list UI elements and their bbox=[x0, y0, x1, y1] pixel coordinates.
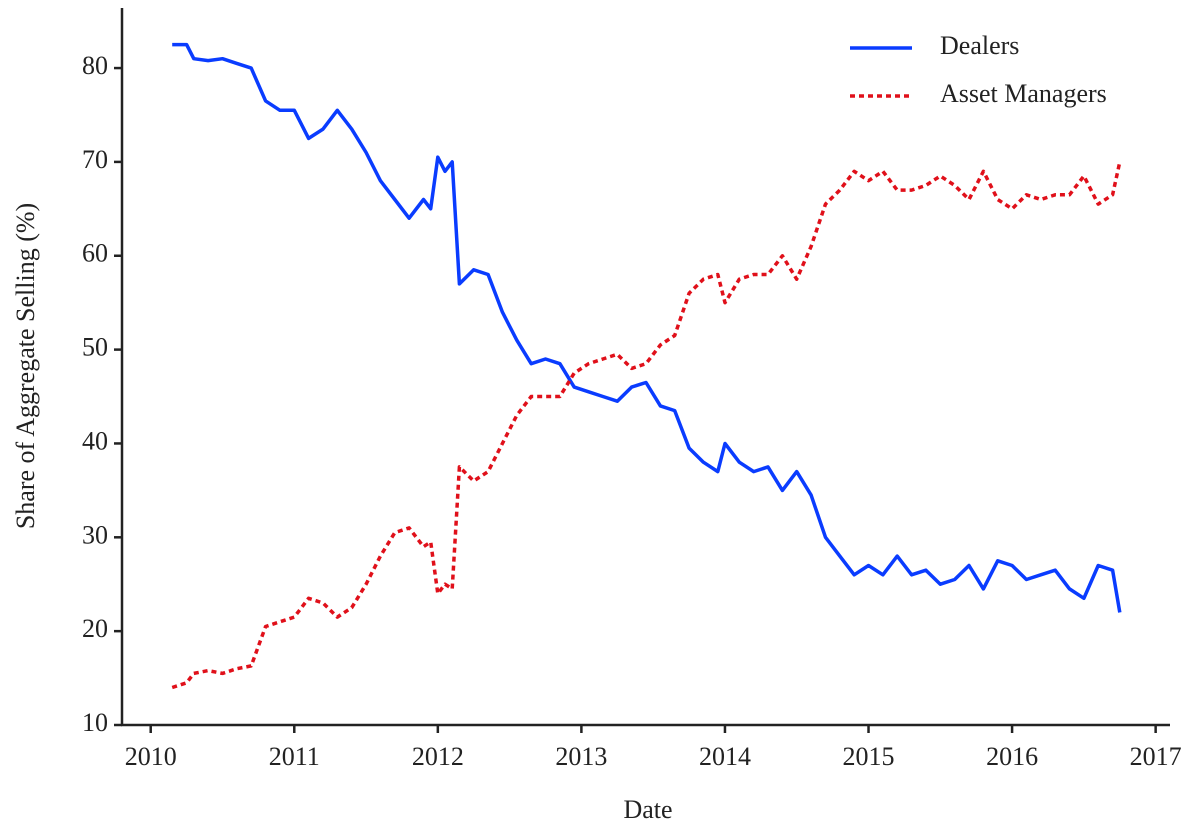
x-tick-label: 2013 bbox=[555, 742, 607, 771]
x-tick-label: 2016 bbox=[986, 742, 1038, 771]
y-tick-label: 10 bbox=[82, 708, 108, 737]
x-tick-label: 2015 bbox=[843, 742, 895, 771]
series-line bbox=[172, 42, 1122, 613]
x-tick-label: 2012 bbox=[412, 742, 464, 771]
y-axis-label: Share of Aggregate Selling (%) bbox=[11, 203, 40, 529]
legend-label: Asset Managers bbox=[940, 79, 1107, 108]
legend-label: Dealers bbox=[940, 31, 1019, 60]
y-tick-label: 20 bbox=[82, 614, 108, 643]
y-tick-label: 60 bbox=[82, 239, 108, 268]
y-tick-label: 50 bbox=[82, 333, 108, 362]
x-tick-label: 2014 bbox=[699, 742, 751, 771]
y-tick-label: 80 bbox=[82, 51, 108, 80]
x-tick-label: 2010 bbox=[125, 742, 177, 771]
x-tick-label: 2017 bbox=[1130, 742, 1182, 771]
y-tick-label: 70 bbox=[82, 145, 108, 174]
y-tick-label: 30 bbox=[82, 520, 108, 549]
series-line bbox=[171, 161, 1122, 690]
y-tick-label: 40 bbox=[82, 426, 108, 455]
x-tick-label: 2011 bbox=[269, 742, 320, 771]
x-axis-label: Date bbox=[623, 795, 672, 824]
